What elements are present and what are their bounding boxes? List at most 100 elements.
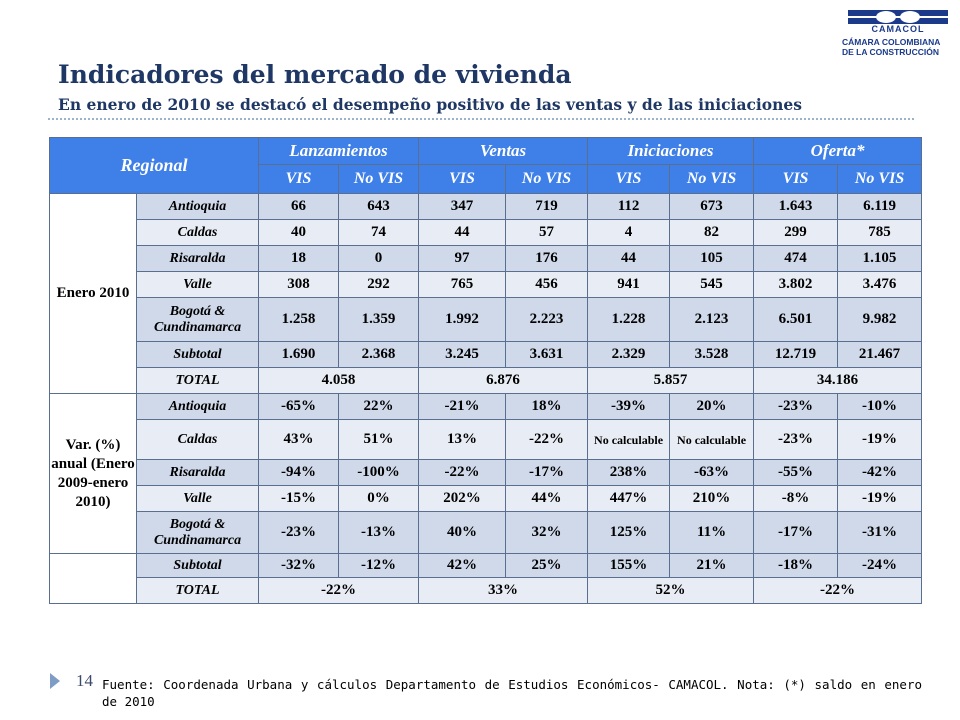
- subtotal-row: Subtotal -32% -12% 42% 25% 155% 21% -18% -24%: [49, 553, 923, 604]
- table-cell: -39%: [587, 393, 671, 420]
- table-cell: -8%: [753, 485, 839, 512]
- table-cell: -65%: [258, 393, 340, 420]
- subtotal-cell: 2.329: [587, 341, 671, 368]
- table-cell: 22%: [338, 393, 420, 420]
- table-cell: 0%: [338, 485, 420, 512]
- table-cell: -10%: [837, 393, 923, 420]
- table-cell: 40%: [418, 511, 507, 554]
- table-row: Risaralda -94% -100% -22% -17% 238% -63% -55% -4…: [50, 459, 923, 486]
- subtotal-cell: 12.719: [753, 341, 839, 368]
- header-subcol: No VIS: [505, 164, 589, 194]
- logo-line-2: DE LA CONSTRUCCIÓN: [842, 47, 939, 57]
- header-subcol: VIS: [418, 164, 507, 194]
- table-cell: 6.119: [837, 193, 923, 220]
- subtotal-row: Subtotal 1.690 2.368 3.245 3.631 2.329 3.528 12…: [50, 341, 923, 368]
- subtotal-cell: -18%: [753, 553, 839, 578]
- table-cell: 44: [587, 245, 671, 272]
- row-label-caldas: Caldas: [135, 219, 260, 246]
- table-cell: 2.123: [669, 297, 755, 342]
- table-cell: 105: [669, 245, 755, 272]
- section-label: Var. (%) anual (Enero 2009-enero 2010): [49, 393, 137, 554]
- table-cell: 44: [418, 219, 507, 246]
- table-cell: 210%: [669, 485, 755, 512]
- total-cell: 33%: [418, 577, 589, 604]
- table-row: Bogotá & Cundinamarca 1.258 1.359 1.992 2.22…: [50, 297, 923, 342]
- section-variacion-anual: Var. (%) anual (Enero 2009-enero 2010) An…: [49, 393, 923, 604]
- table-cell: 765: [418, 271, 507, 298]
- table-cell: 643: [338, 193, 420, 220]
- page-title: Indicadores del mercado de vivienda: [58, 60, 572, 89]
- table-row: Bogotá & Cundinamarca -23% -13% 40% 32% 125% 1…: [50, 511, 923, 554]
- header-subcol: VIS: [587, 164, 671, 194]
- table-cell: 4: [587, 219, 671, 246]
- row-label-risaralda: Risaralda: [135, 459, 260, 486]
- table-cell: 74: [338, 219, 420, 246]
- table-cell: 785: [837, 219, 923, 246]
- header-ventas: Ventas: [418, 137, 589, 165]
- subtotal-cell: 155%: [587, 553, 671, 578]
- row-label-valle: Valle: [135, 485, 260, 512]
- table-row: Valle 308 292 765 456 941 545 3.802 3.476: [50, 271, 923, 298]
- total-cell: -22%: [258, 577, 420, 604]
- total-cell: 34.186: [753, 367, 923, 394]
- table-cell: 238%: [587, 459, 671, 486]
- table-cell: 9.982: [837, 297, 923, 342]
- source-footnote: Fuente: Coordenada Urbana y cálculos Dep…: [102, 677, 922, 709]
- table-cell: -17%: [753, 511, 839, 554]
- subtotal-cell: 3.245: [418, 341, 507, 368]
- table-cell: 6.501: [753, 297, 839, 342]
- section-enero-2010: Enero 2010 Antioquia 66 643 347 719 112 673 1.64…: [49, 193, 923, 394]
- table-cell: 299: [753, 219, 839, 246]
- table-cell: 474: [753, 245, 839, 272]
- subtotal-cell: 3.631: [505, 341, 589, 368]
- header-subcol: No VIS: [837, 164, 923, 194]
- table-cell: 1.643: [753, 193, 839, 220]
- table-cell: 44%: [505, 485, 589, 512]
- blank-cell: [49, 553, 137, 604]
- table-cell: No calculable: [587, 419, 671, 460]
- total-cell: 52%: [587, 577, 755, 604]
- total-cell: -22%: [753, 577, 923, 604]
- table-cell: -23%: [753, 419, 839, 460]
- footer-bullet-icon: [50, 673, 60, 689]
- subtotal-cell: 1.690: [258, 341, 340, 368]
- header-subcol: No VIS: [338, 164, 420, 194]
- table-cell: -21%: [418, 393, 507, 420]
- table-cell: 347: [418, 193, 507, 220]
- table-cell: 673: [669, 193, 755, 220]
- logo-line-1: CÁMARA COLOMBIANA: [842, 37, 941, 47]
- table-cell: -23%: [753, 393, 839, 420]
- table-cell: 308: [258, 271, 340, 298]
- row-label-bogota-cundinamarca: Bogotá & Cundinamarca: [135, 511, 260, 554]
- table-cell: -19%: [837, 485, 923, 512]
- table-cell: 18: [258, 245, 340, 272]
- table-cell: 719: [505, 193, 589, 220]
- row-label-antioquia: Antioquia: [135, 193, 260, 220]
- table-cell: 97: [418, 245, 507, 272]
- table-cell: -22%: [418, 459, 507, 486]
- subtotal-cell: -12%: [338, 553, 420, 578]
- header-subcol: VIS: [753, 164, 839, 194]
- header-subcol: VIS: [258, 164, 340, 194]
- table-cell: 1.105: [837, 245, 923, 272]
- header-subcol: No VIS: [669, 164, 755, 194]
- table-row: Caldas 43% 51% 13% -22% No calculable No calcu…: [50, 419, 923, 460]
- row-label-risaralda: Risaralda: [135, 245, 260, 272]
- table-cell: 11%: [669, 511, 755, 554]
- table-cell: 202%: [418, 485, 507, 512]
- table-cell: -17%: [505, 459, 589, 486]
- table-cell: 176: [505, 245, 589, 272]
- table-row: Valle -15% 0% 202% 44% 447% 210% -8% -19%: [50, 485, 923, 512]
- table-row: Enero 2010 Antioquia 66 643 347 719 112 673 1.64…: [49, 193, 923, 394]
- table-cell: 18%: [505, 393, 589, 420]
- table-cell: 1.258: [258, 297, 340, 342]
- table-cell: 1.992: [418, 297, 507, 342]
- table-cell: 57: [505, 219, 589, 246]
- table-cell: 292: [338, 271, 420, 298]
- subtotal-cell: 3.528: [669, 341, 755, 368]
- table-cell: 3.802: [753, 271, 839, 298]
- subtotal-cell: -24%: [837, 553, 923, 578]
- table-row: Var. (%) anual (Enero 2009-enero 2010) An…: [49, 393, 923, 554]
- table-cell: -100%: [338, 459, 420, 486]
- table-cell: 2.223: [505, 297, 589, 342]
